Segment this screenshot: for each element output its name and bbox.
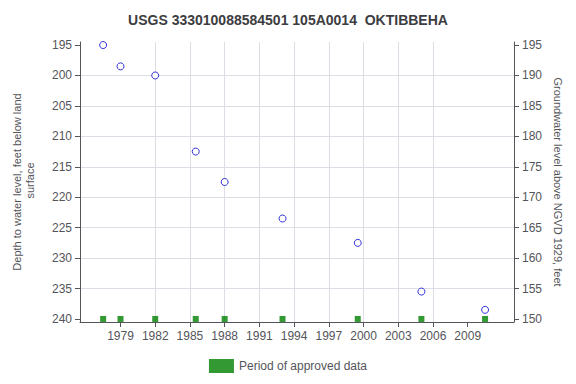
svg-text:1994: 1994 [281, 329, 308, 343]
svg-text:195: 195 [52, 38, 72, 52]
svg-text:1991: 1991 [246, 329, 273, 343]
svg-text:2003: 2003 [385, 329, 412, 343]
svg-text:2000: 2000 [350, 329, 377, 343]
svg-text:210: 210 [52, 129, 72, 143]
svg-text:195: 195 [522, 38, 542, 52]
svg-text:1988: 1988 [211, 329, 238, 343]
svg-text:2006: 2006 [420, 329, 447, 343]
svg-text:Groundwater level above NGVD 1: Groundwater level above NGVD 1929, feet [552, 77, 564, 286]
svg-text:1997: 1997 [315, 329, 342, 343]
svg-text:1979: 1979 [107, 329, 134, 343]
svg-text:215: 215 [52, 160, 72, 174]
svg-text:165: 165 [522, 221, 542, 235]
svg-text:170: 170 [522, 190, 542, 204]
svg-text:1982: 1982 [142, 329, 169, 343]
svg-text:Depth to water level, feet bel: Depth to water level, feet below land [11, 93, 23, 270]
svg-text:205: 205 [52, 99, 72, 113]
svg-text:220: 220 [52, 190, 72, 204]
svg-text:2009: 2009 [454, 329, 481, 343]
svg-text:USGS 333010088584501 105A0014: USGS 333010088584501 105A0014 OKTIBBEHA [128, 12, 448, 28]
svg-text:200: 200 [52, 68, 72, 82]
svg-text:1985: 1985 [177, 329, 204, 343]
svg-text:160: 160 [522, 251, 542, 265]
svg-text:175: 175 [522, 160, 542, 174]
svg-text:150: 150 [522, 312, 542, 326]
svg-text:185: 185 [522, 99, 542, 113]
svg-text:240: 240 [52, 312, 72, 326]
svg-text:180: 180 [522, 129, 542, 143]
svg-text:surface: surface [24, 162, 36, 201]
svg-text:190: 190 [522, 68, 542, 82]
svg-text:230: 230 [52, 251, 72, 265]
svg-text:Period of approved data: Period of approved data [239, 359, 367, 373]
svg-text:225: 225 [52, 221, 72, 235]
svg-text:155: 155 [522, 282, 542, 296]
svg-text:235: 235 [52, 282, 72, 296]
